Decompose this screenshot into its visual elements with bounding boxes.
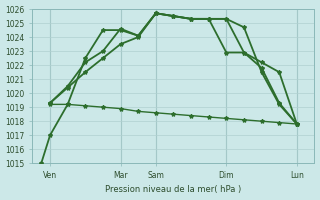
- X-axis label: Pression niveau de la mer( hPa ): Pression niveau de la mer( hPa ): [105, 185, 242, 194]
